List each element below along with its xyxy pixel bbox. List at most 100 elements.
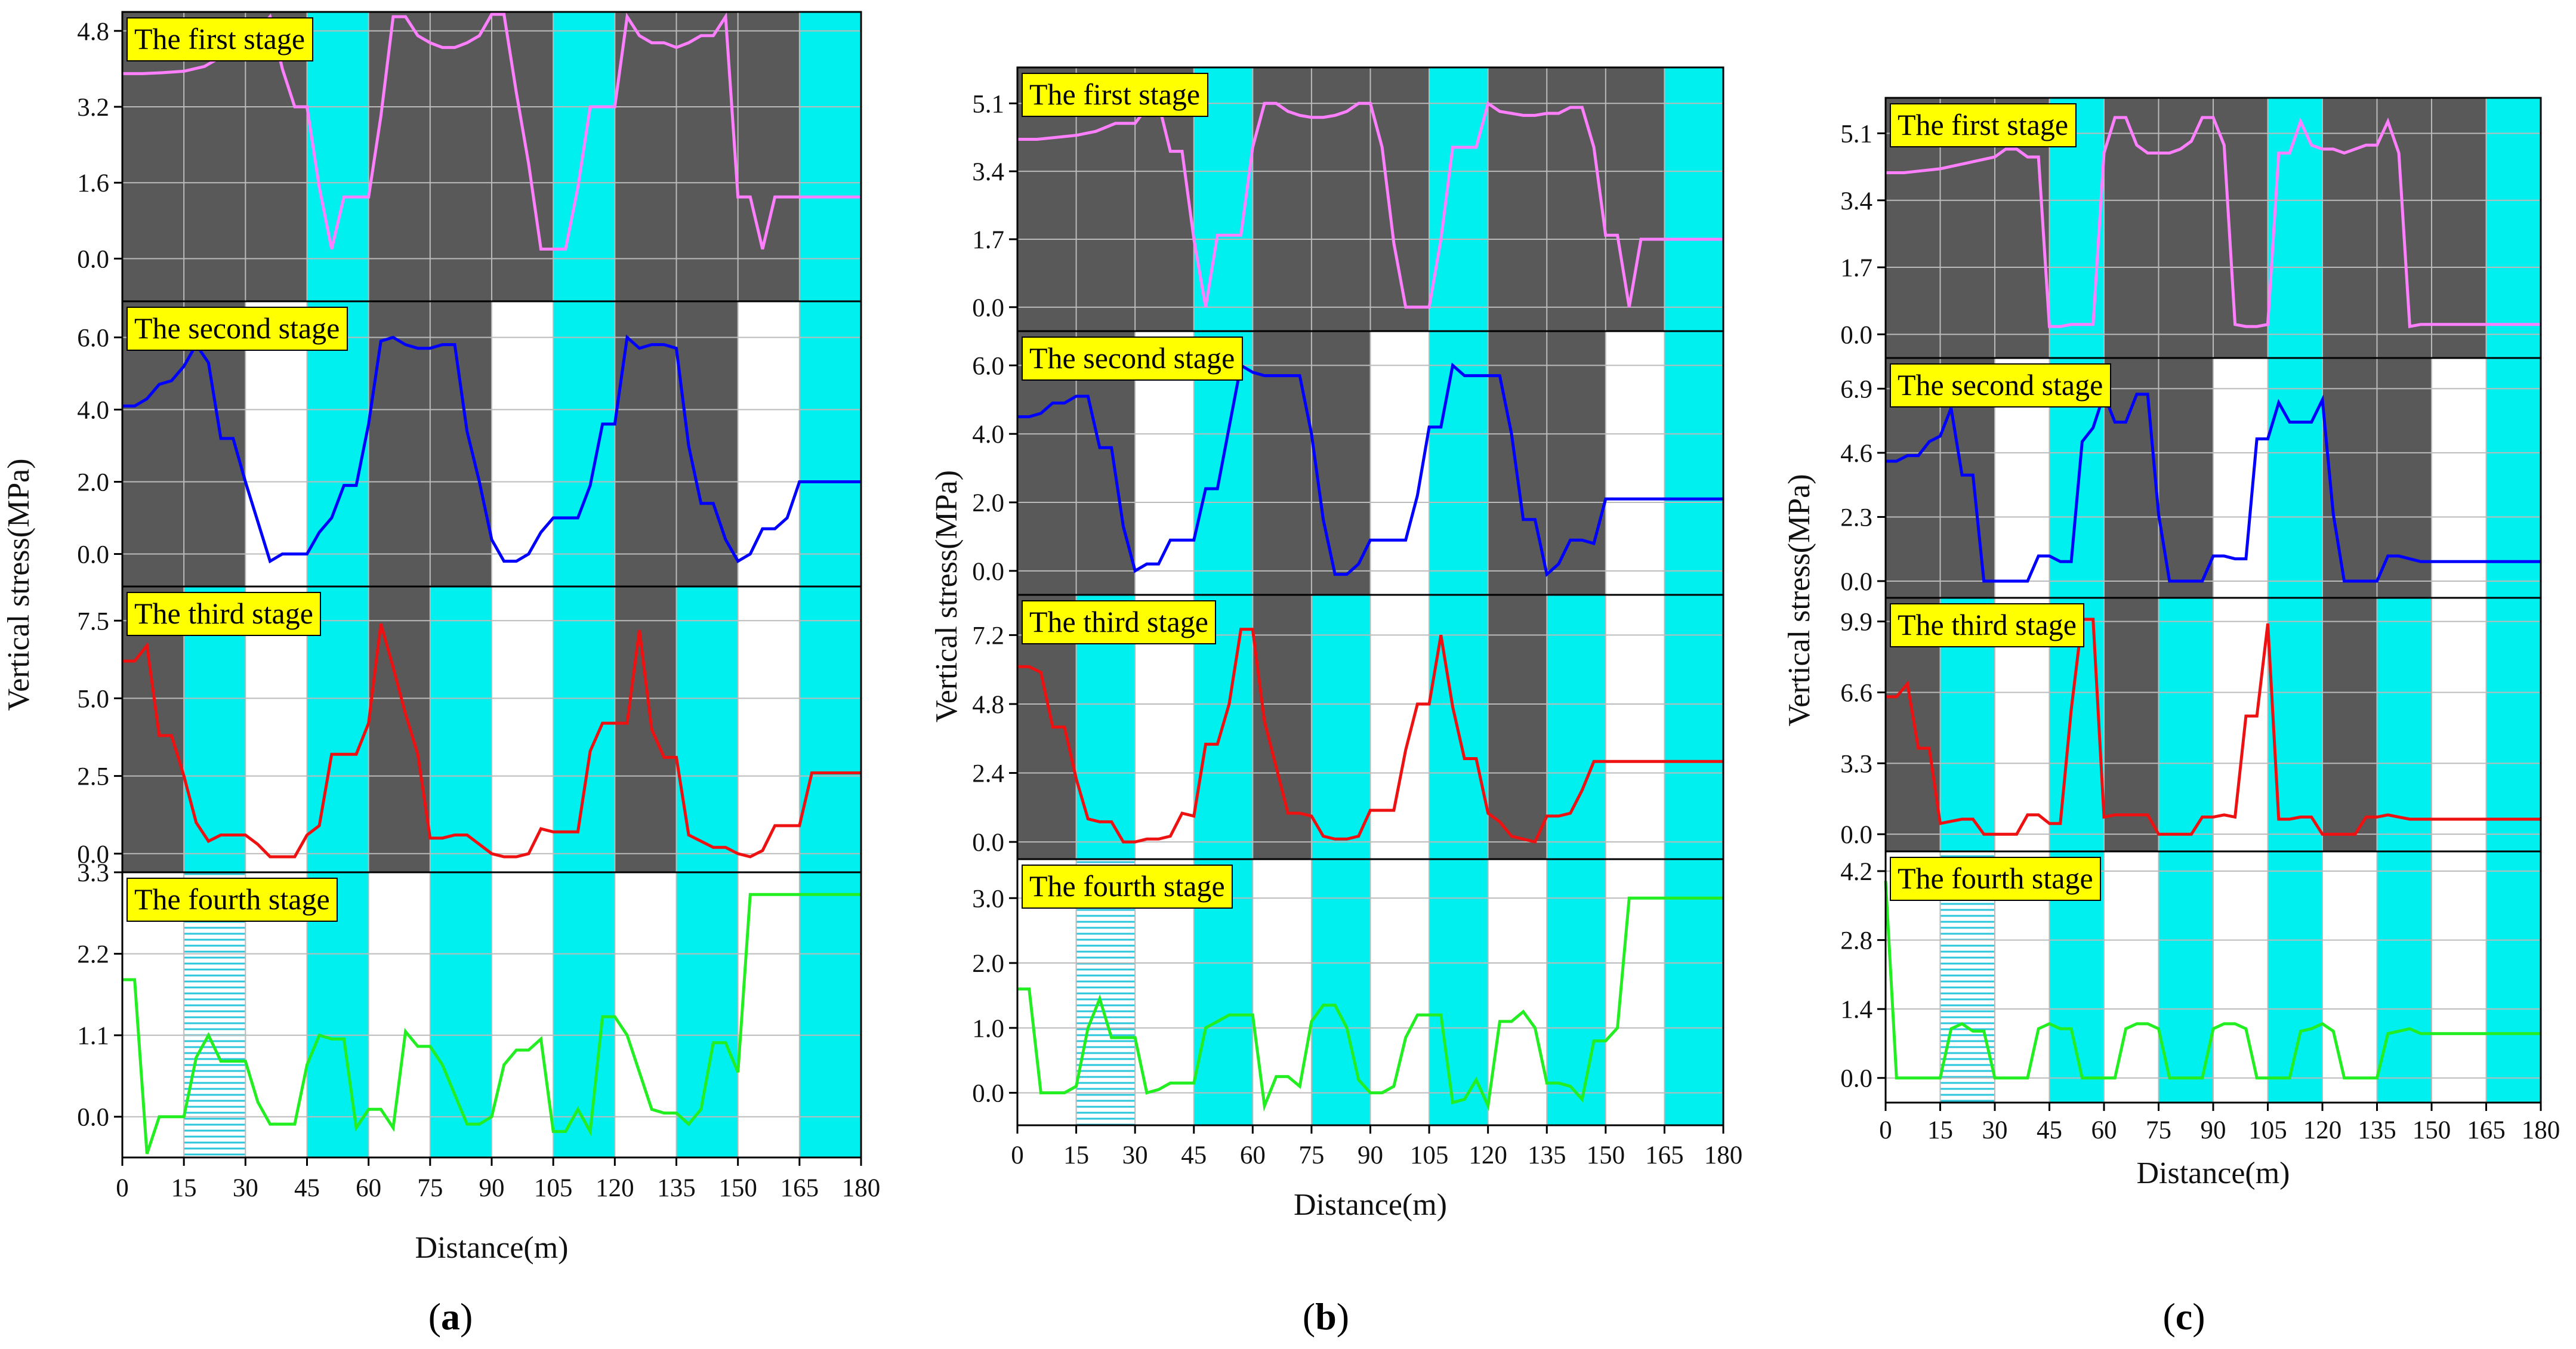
stage-label-2: The second stage (1029, 341, 1235, 375)
y-tick-label: 7.2 (972, 622, 1004, 650)
y-tick-label: 1.4 (1840, 996, 1872, 1024)
series-line-stage-2 (1017, 362, 1723, 578)
y-tick-label: 0.0 (77, 1104, 109, 1132)
x-tick-label: 0 (1879, 1116, 1892, 1144)
x-tick-label: 75 (2146, 1116, 2171, 1144)
panel-caption-letter: a (441, 1295, 460, 1338)
band-backfill (676, 586, 738, 872)
x-tick-label: 165 (2467, 1116, 2506, 1144)
x-tick-label: 90 (1358, 1141, 1383, 1169)
y-tick-label: 0.0 (77, 841, 109, 869)
panel-caption: (a) (428, 1295, 473, 1338)
y-tick-label: 4.6 (1840, 440, 1872, 468)
band-backfill (2268, 598, 2322, 851)
y-tick-label: 2.0 (77, 469, 109, 497)
band-backfill (1664, 67, 1723, 331)
stage-label-4-box: The fourth stage (127, 878, 338, 922)
band-mined (1488, 67, 1665, 331)
stage-plot-4: 0.0 1.1 2.2 3.3 The fourth stage (77, 859, 862, 1159)
panel-c: 0.0 1.7 3.4 5.1 The first stage 0.0 2.3 4.6 6.9 T… (1782, 97, 2560, 1338)
band-backfill (553, 872, 615, 1157)
stage-label-2: The second stage (134, 311, 340, 345)
y-tick-label: 4.0 (972, 421, 1004, 449)
y-tick-label: 2.0 (972, 950, 1004, 978)
stage-label-1-box: The first stage (1890, 103, 2077, 147)
band-backfill (1664, 331, 1723, 595)
y-tick-label: 4.2 (1840, 858, 1872, 886)
stage-label-1-box: The first stage (127, 17, 313, 61)
stage-plot-4: 0.0 1.4 2.8 4.2 The fourth stage (1840, 850, 2542, 1104)
y-tick-label: 0.0 (972, 1080, 1004, 1108)
y-tick-label: 1.1 (77, 1022, 109, 1050)
series-line-stage-1 (122, 12, 861, 251)
band-mined (1252, 67, 1430, 331)
band-backfill (1311, 859, 1371, 1125)
band-mined (615, 586, 677, 872)
y-tick-label: 9.9 (1840, 609, 1872, 637)
band-backfill (2486, 598, 2541, 851)
y-tick-label: 5.0 (77, 685, 109, 713)
band-backfill (2158, 851, 2213, 1103)
x-axis-label: Distance(m) (415, 1231, 568, 1265)
y-tick-label: 2.8 (1840, 927, 1872, 955)
stage-label-2-box: The second stage (1890, 363, 2111, 408)
band-backfill (430, 872, 492, 1157)
band-backfill (2377, 851, 2432, 1103)
band-backfill (799, 301, 861, 586)
band-backfill (2486, 98, 2541, 358)
stage-label-4: The fourth stage (1898, 862, 2093, 895)
band-backfill (1429, 67, 1488, 331)
x-tick-label: 105 (534, 1174, 573, 1202)
stage-label-3: The third stage (1898, 608, 2077, 641)
x-tick-label: 60 (2091, 1116, 2117, 1144)
x-tick-label: 45 (2037, 1116, 2062, 1144)
y-tick-label: 0.0 (1840, 568, 1872, 596)
panel-a: 0.0 1.6 3.2 4.8 The first stage 0.0 2.0 4.0 6.0 T… (2, 11, 880, 1338)
panel-caption: (b) (1303, 1295, 1349, 1338)
x-tick-label: 90 (479, 1174, 505, 1202)
y-tick-label: 6.9 (1840, 375, 1872, 403)
band-backfill (1311, 595, 1371, 859)
y-tick-label: 2.4 (972, 760, 1004, 788)
band-backfill (676, 872, 738, 1157)
stage-plot-1: 0.0 1.7 3.4 5.1 The first stage (972, 66, 1724, 332)
x-tick-label: 150 (2413, 1116, 2451, 1144)
x-tick-label: 180 (1704, 1141, 1743, 1169)
y-tick-label: 3.0 (972, 885, 1004, 913)
band-backfill (2486, 358, 2541, 598)
stage-plot-1: 0.0 1.7 3.4 5.1 The first stage (1840, 97, 2542, 359)
y-axis-label: Vertical stress(MPa) (930, 470, 964, 723)
band-backfill (553, 301, 615, 586)
stage-label-4-box: The fourth stage (1890, 857, 2101, 901)
band-backfill (1664, 859, 1723, 1125)
x-tick-label: 45 (1181, 1141, 1207, 1169)
x-tick-label: 15 (171, 1174, 197, 1202)
y-tick-label: 0.0 (1840, 1065, 1872, 1093)
y-tick-label: 7.5 (77, 607, 109, 635)
y-tick-label: 1.7 (972, 226, 1004, 254)
band-backfill (2486, 851, 2541, 1103)
band-backfill (1547, 859, 1606, 1125)
x-tick-label: 45 (294, 1174, 320, 1202)
y-tick-label: 4.8 (972, 691, 1004, 719)
series-line-stage-3 (1886, 618, 2541, 836)
panels: 0.0 1.6 3.2 4.8 The first stage 0.0 2.0 4.0 6.0 T… (2, 11, 2560, 1338)
stage-label-4: The fourth stage (1029, 869, 1225, 903)
x-tick-label: 30 (233, 1174, 258, 1202)
x-tick-label: 120 (1469, 1141, 1507, 1169)
stage-label-1: The first stage (1029, 78, 1200, 111)
y-tick-label: 2.0 (972, 489, 1004, 517)
y-tick-label: 3.2 (77, 94, 109, 122)
stage-plot-3: 0.0 3.3 6.6 9.9 The third stage (1840, 597, 2542, 853)
series-line-stage-2 (122, 334, 861, 564)
y-tick-label: 1.0 (972, 1015, 1004, 1043)
x-tick-label: 90 (2201, 1116, 2226, 1144)
band-backfill (307, 12, 369, 301)
series-line-stage-3 (122, 623, 861, 859)
stage-label-2: The second stage (1898, 368, 2103, 402)
x-tick-label: 150 (1587, 1141, 1625, 1169)
x-tick-label: 0 (1011, 1141, 1024, 1169)
x-tick-label: 15 (1063, 1141, 1089, 1169)
series-line-stage-4 (1884, 881, 2541, 1080)
x-tick-label: 105 (2248, 1116, 2287, 1144)
